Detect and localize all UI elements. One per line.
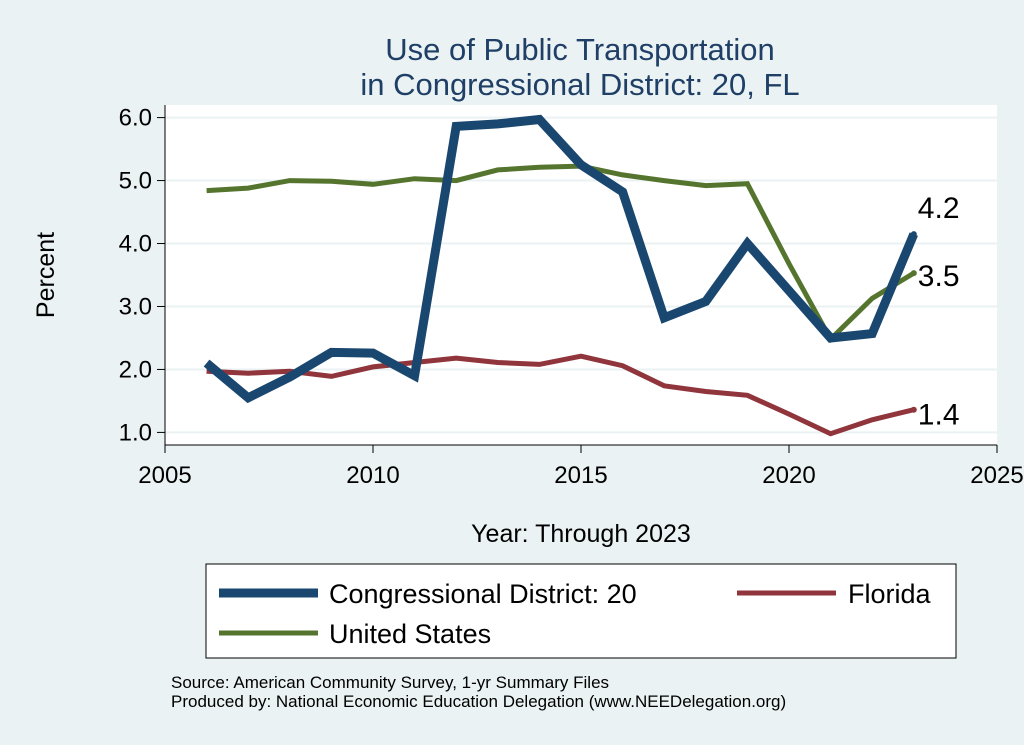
- y-axis-label: Percent: [32, 232, 60, 318]
- x-axis-label: Year: Through 2023: [471, 520, 691, 548]
- legend-label-district: Congressional District: 20: [329, 579, 637, 609]
- series-end-marker-florida: [910, 406, 917, 413]
- series-end-marker-district: [910, 231, 917, 238]
- end-labels: 4.2 1.4 3.5: [918, 192, 960, 432]
- x-tick-label: 2025: [970, 462, 1023, 489]
- x-tick-label: 2010: [346, 462, 399, 489]
- y-tick-label: 5.0: [119, 168, 152, 195]
- y-ticks: 1.0 2.0 3.0 4.0 5.0 6.0: [119, 105, 165, 446]
- plot-area: [165, 105, 997, 445]
- legend-label-florida: Florida: [848, 579, 932, 609]
- legend-label-united-states: United States: [329, 619, 491, 649]
- series-line-district: [203, 114, 918, 404]
- y-tick-label: 2.0: [119, 356, 152, 383]
- y-tick-label: 1.0: [119, 419, 152, 446]
- end-label-district: 4.2: [918, 192, 960, 225]
- end-label-united-states: 3.5: [918, 260, 960, 293]
- producer-note: Produced by: National Economic Education…: [171, 692, 786, 711]
- chart-title-line-2: in Congressional District: 20, FL: [360, 67, 799, 102]
- chart-title-line-1: Use of Public Transportation: [385, 32, 774, 67]
- x-tick-label: 2005: [138, 462, 191, 489]
- series-line-florida: [206, 353, 915, 437]
- y-tick-label: 4.0: [119, 231, 152, 258]
- series-end-marker-united-states: [910, 270, 917, 277]
- source-note: Source: American Community Survey, 1-yr …: [171, 673, 609, 692]
- x-ticks: 2005 2010 2015 2020 2025: [138, 445, 1024, 489]
- end-label-florida: 1.4: [918, 399, 960, 432]
- x-tick-label: 2015: [554, 462, 607, 489]
- y-tick-label: 6.0: [119, 105, 152, 132]
- legend-box: [205, 563, 957, 659]
- legend: Congressional District: 20 Florida Unite…: [205, 563, 957, 659]
- series-line-united-states: [206, 163, 916, 344]
- y-tick-label: 3.0: [119, 293, 152, 320]
- x-tick-label: 2020: [762, 462, 815, 489]
- series-lines: [203, 114, 918, 437]
